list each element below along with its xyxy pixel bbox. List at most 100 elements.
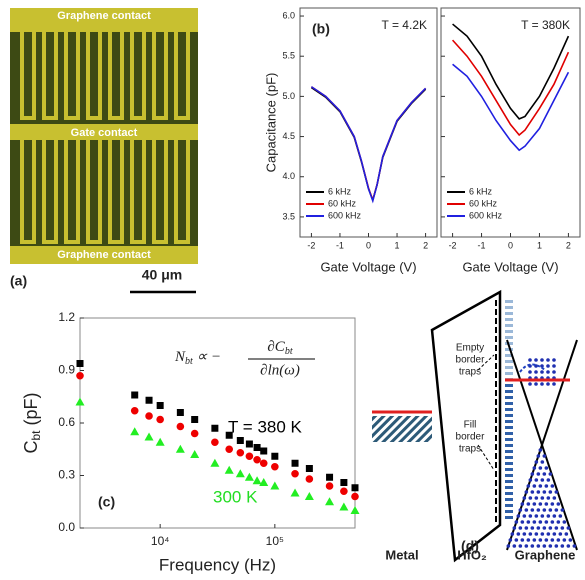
x-axis-label: Gate Voltage (V) [462, 259, 558, 274]
trap [505, 438, 513, 441]
state [556, 520, 561, 524]
state [544, 484, 549, 488]
state [540, 370, 544, 374]
point [224, 465, 234, 474]
state [534, 460, 539, 464]
state [536, 526, 541, 530]
tunnel-arrow [519, 363, 546, 373]
state [522, 496, 527, 500]
curve [451, 39, 570, 137]
point [305, 475, 314, 483]
state [510, 532, 515, 536]
state [536, 508, 541, 512]
state [550, 484, 555, 488]
point [176, 422, 185, 431]
point [253, 444, 261, 451]
state [512, 544, 517, 548]
point [76, 371, 84, 380]
legend-label: 60 kHz [328, 198, 357, 208]
x-tick-label: 1 [395, 240, 400, 250]
panel-label: (d) [461, 538, 479, 554]
y-tick-label: 0.6 [58, 415, 75, 429]
formula-lhs: N [174, 349, 186, 365]
state [568, 538, 573, 542]
point [156, 415, 164, 424]
trap [505, 474, 513, 477]
point [339, 502, 349, 511]
state [514, 520, 519, 524]
state [520, 502, 525, 506]
point [155, 437, 165, 446]
state [552, 364, 556, 368]
y-label-unit: (pF) [21, 392, 41, 430]
state [554, 544, 559, 548]
finger [20, 32, 36, 120]
temperature: T = 380K [521, 18, 570, 32]
formula: Nbt ∝ − [174, 349, 221, 367]
trap-label: Fill [464, 420, 477, 431]
trap [505, 312, 513, 315]
point [260, 447, 268, 455]
state [536, 472, 541, 476]
legend-label: 6 kHz [469, 186, 493, 196]
finger [174, 32, 190, 120]
finger [152, 32, 168, 120]
state [516, 532, 521, 536]
y-tick-label: 5.5 [282, 51, 295, 61]
point [271, 462, 279, 471]
oxide [430, 289, 502, 563]
formula-den: ∂ln(ω) [260, 362, 300, 378]
trap [505, 372, 513, 375]
trap-label: border [456, 432, 486, 443]
y-tick-label: 5.0 [282, 91, 295, 101]
finger [64, 140, 80, 244]
finger [174, 140, 190, 244]
state [552, 514, 557, 518]
point [351, 492, 359, 501]
contact-label: Graphene contact [57, 10, 151, 22]
state [548, 508, 553, 512]
state [528, 514, 533, 518]
state [542, 454, 547, 458]
formula-num: ∂Cbt [267, 339, 292, 357]
point [144, 432, 154, 441]
bus [10, 246, 198, 264]
legend-label: 600 kHz [469, 210, 503, 220]
trap [505, 444, 513, 447]
state [540, 364, 544, 368]
state [546, 370, 550, 374]
point [130, 427, 140, 436]
point [325, 497, 335, 506]
legend-label: 6 kHz [328, 186, 352, 196]
point [271, 452, 279, 460]
x-tick-label: -2 [449, 240, 457, 250]
bus [10, 124, 198, 140]
finger [130, 140, 146, 244]
curve [310, 86, 427, 204]
border-traps [505, 300, 513, 519]
curve [452, 63, 570, 152]
x-tick-label: -1 [478, 240, 486, 250]
x-tick-label: 1 [537, 240, 542, 250]
layer-label: Graphene [515, 547, 576, 562]
point [291, 459, 299, 467]
point [225, 431, 233, 439]
state [566, 526, 571, 530]
state [534, 358, 538, 362]
point [270, 481, 280, 490]
state [548, 472, 553, 476]
legend-label: 600 kHz [328, 210, 362, 220]
trap [505, 426, 513, 429]
state [558, 514, 563, 518]
state [572, 544, 577, 548]
state [548, 526, 553, 530]
state [524, 508, 529, 512]
state [552, 532, 557, 536]
state [532, 466, 537, 470]
y-tick-label: 1.2 [58, 310, 75, 324]
finger [42, 140, 58, 244]
finger [86, 32, 102, 120]
state [564, 532, 569, 536]
state [546, 478, 551, 482]
